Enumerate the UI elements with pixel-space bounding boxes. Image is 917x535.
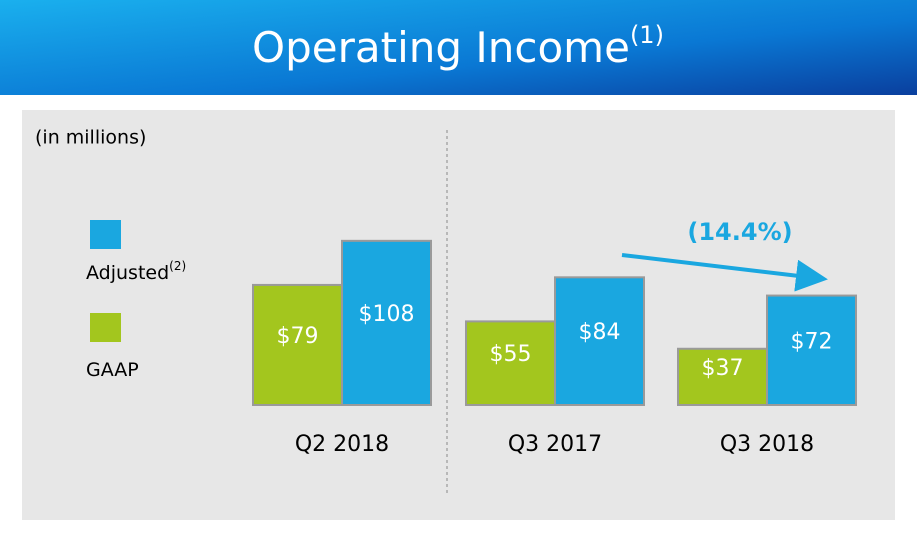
plot: $79 $108 Q2 2018 $55 $84 Q3 2017 $37 $72 Q3 2018 bbox=[252, 239, 857, 457]
legend-label: GAAP bbox=[86, 359, 139, 381]
x-tick-label: Q3 2018 bbox=[720, 432, 814, 457]
bar bbox=[341, 239, 432, 406]
bar bbox=[465, 320, 556, 406]
subtitle: (in millions) bbox=[35, 127, 146, 149]
legend-note: (2) bbox=[169, 259, 186, 273]
legend-swatch bbox=[90, 313, 121, 342]
title-note: (1) bbox=[630, 21, 664, 49]
value-label: $79 bbox=[277, 324, 319, 349]
legend-label: Adjusted(2) bbox=[86, 259, 186, 284]
value-label: $72 bbox=[791, 329, 833, 354]
bar bbox=[554, 276, 645, 407]
bar bbox=[766, 294, 857, 406]
legend-name: GAAP bbox=[86, 359, 139, 381]
value-label: $108 bbox=[359, 302, 415, 327]
value-label: $55 bbox=[490, 342, 532, 367]
x-tick-label: Q2 2018 bbox=[295, 432, 389, 457]
annotation: (14.4%) bbox=[687, 218, 792, 246]
x-tick-label: Q3 2017 bbox=[508, 432, 602, 457]
title-banner bbox=[0, 0, 917, 95]
value-label: $37 bbox=[702, 356, 744, 381]
title-text: Operating Income bbox=[252, 23, 630, 72]
legend-swatch bbox=[90, 220, 121, 249]
trend-arrow bbox=[621, 253, 828, 292]
title: Operating Income(1) bbox=[252, 21, 664, 72]
value-label: $84 bbox=[579, 320, 621, 345]
panel bbox=[22, 110, 895, 520]
legend-name: Adjusted bbox=[86, 262, 169, 284]
legend: GAAP Adjusted(2) bbox=[86, 220, 186, 381]
